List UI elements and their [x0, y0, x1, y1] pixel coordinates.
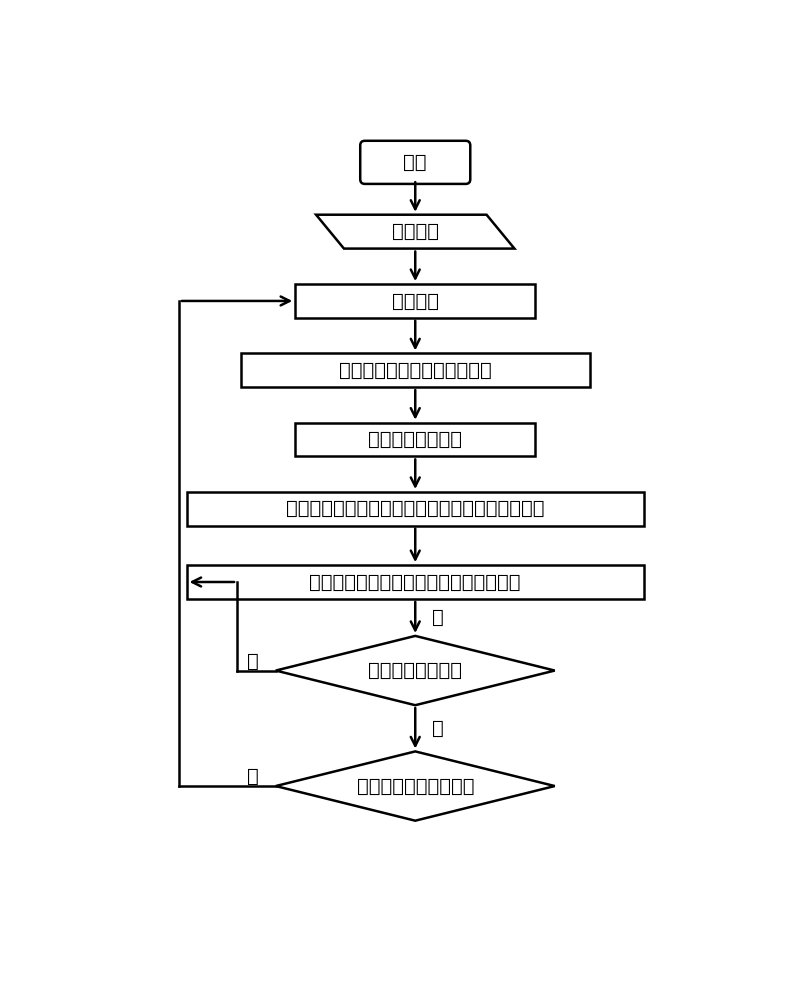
Bar: [295, 284, 535, 318]
Text: 模拟次数是否达到要求: 模拟次数是否达到要求: [357, 777, 474, 796]
Text: 否: 否: [247, 652, 259, 671]
Text: 是: 是: [432, 608, 444, 627]
Text: 生成一条随机路径: 生成一条随机路径: [368, 430, 462, 449]
Text: 是否已求出所有道: 是否已求出所有道: [368, 661, 462, 680]
Polygon shape: [276, 751, 555, 821]
Text: 按随机路径游走一遍记录每个点的克里金输入点集: 按随机路径游走一遍记录每个点的克里金输入点集: [286, 499, 544, 518]
Bar: [295, 423, 535, 456]
Text: 开始: 开始: [404, 153, 427, 172]
Bar: [187, 565, 644, 599]
Text: 否: 否: [247, 767, 259, 786]
Bar: [187, 492, 644, 526]
Text: 输入数据: 输入数据: [392, 222, 439, 241]
Polygon shape: [276, 636, 555, 705]
Text: 设置参数: 设置参数: [392, 291, 439, 310]
Text: 按随机路径依次选择一个地震道进行模拟: 按随机路径依次选择一个地震道进行模拟: [310, 572, 521, 591]
Text: 是: 是: [432, 719, 444, 738]
Polygon shape: [316, 215, 514, 249]
Text: 构建非参数各向异性变差函数: 构建非参数各向异性变差函数: [339, 361, 491, 380]
FancyBboxPatch shape: [360, 141, 470, 184]
Bar: [241, 353, 590, 387]
